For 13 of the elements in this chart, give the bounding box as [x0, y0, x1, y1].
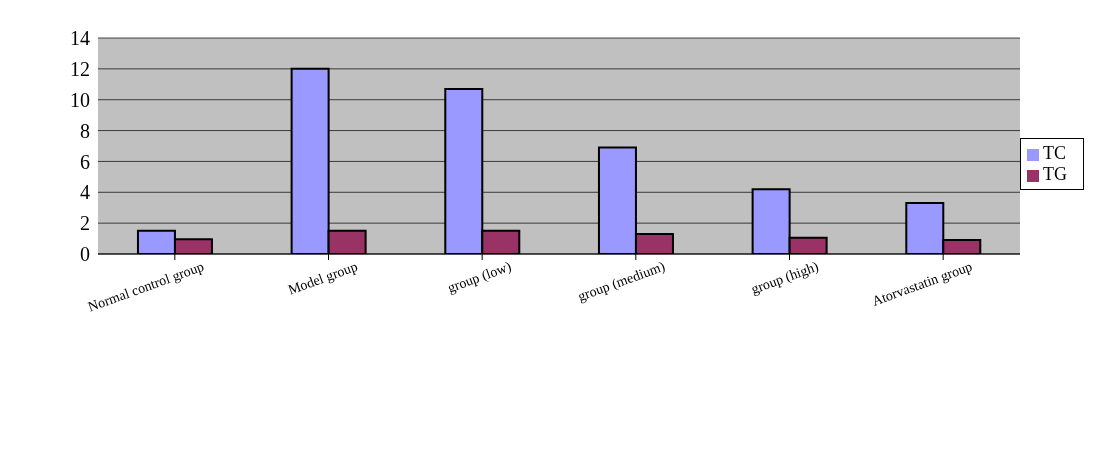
y-tick-label: 8 — [80, 119, 90, 142]
y-tick-label: 12 — [70, 57, 90, 80]
y-tick-label: 6 — [80, 150, 90, 173]
y-tick-label: 10 — [70, 88, 90, 111]
y-tick-label: 0 — [80, 243, 90, 266]
x-tick-label: Model group — [286, 258, 360, 298]
x-tick-label: group (low) — [445, 258, 514, 297]
y-tick-label: 14 — [70, 27, 90, 50]
legend-label: TG — [1043, 164, 1067, 184]
y-tick-label: 4 — [80, 181, 90, 204]
x-tick-label: group (high) — [749, 258, 822, 298]
y-tick-label: 2 — [80, 212, 90, 235]
legend-label: TC — [1043, 143, 1067, 163]
